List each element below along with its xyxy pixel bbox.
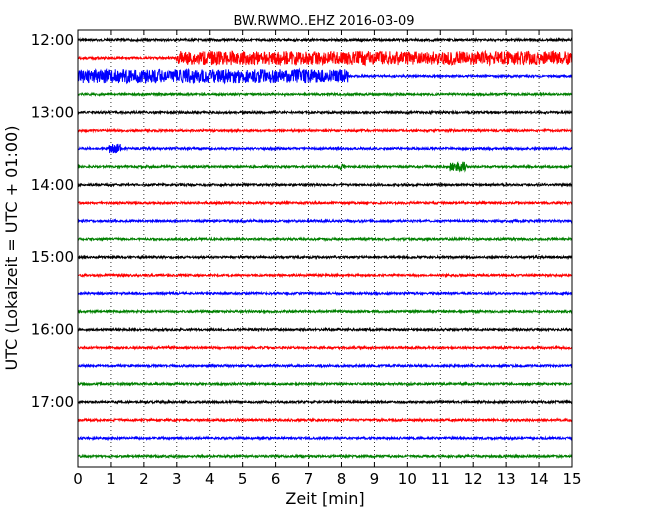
trace-line [77,236,573,243]
x-tick-label: 4 [205,470,215,488]
x-tick-label: 2 [139,470,149,488]
trace-line [77,143,573,154]
trace-line [77,91,573,98]
trace-line [77,67,573,85]
trace-line [77,161,573,173]
x-tick-label: 10 [398,470,417,488]
y-tick-label: 15:00 [31,248,74,266]
trace-line [77,127,573,134]
x-tick-label: 7 [304,470,314,488]
trace-line [77,217,573,224]
traces [77,36,573,460]
x-tick-label: 0 [73,470,83,488]
trace-line [77,344,573,351]
x-tick-label: 6 [271,470,281,488]
trace-line [77,254,573,261]
grid-lines [110,30,540,467]
trace-line [77,326,573,333]
y-tick-label: 17:00 [31,393,74,411]
x-axis-label: Zeit [min] [285,489,364,508]
x-tick-label: 9 [370,470,380,488]
x-tick-label: 11 [431,470,450,488]
trace-line [77,109,573,116]
trace-line [77,453,573,460]
trace-line [77,36,573,44]
trace-line [77,308,573,315]
trace-line [77,362,573,369]
trace-line [77,380,573,387]
chart-title: BW.RWMO..EHZ 2016-03-09 [233,14,414,29]
y-tick-label: 13:00 [31,103,74,121]
x-tick-label: 12 [464,470,483,488]
x-tick-label: 15 [562,470,581,488]
trace-line [77,417,573,424]
trace-line [77,399,573,406]
trace-line [77,181,573,188]
trace-line [77,49,573,67]
plot-frame [77,29,573,468]
y-axis-label: UTC (Lokalzeit = UTC + 01:00) [2,126,21,371]
trace-line [77,272,573,279]
x-tick-label: 3 [172,470,182,488]
x-tick-label: 13 [497,470,516,488]
y-tick-label: 16:00 [31,321,74,339]
y-tick-label: 14:00 [31,176,74,194]
x-tick-label: 8 [337,470,347,488]
trace-line [77,290,573,297]
y-tick-label: 12:00 [31,31,74,49]
x-tick-label: 1 [106,470,116,488]
x-tick-label: 14 [530,470,549,488]
trace-line [77,435,573,442]
trace-line [77,199,573,206]
axis-ticks: 0 1 2 3 4 5 6 7 8 9 10 11 12 13 14 1512:0013:0014:0015:… [31,30,582,488]
x-tick-label: 5 [238,470,248,488]
